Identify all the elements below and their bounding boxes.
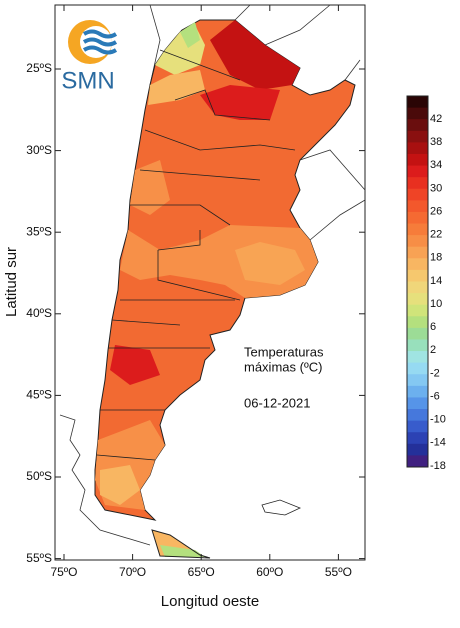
temperature-map [94, 19, 356, 559]
colorbar-label: 18 [430, 252, 442, 264]
hot-zone [110, 345, 160, 385]
y-tick-label: 35ºS [26, 224, 52, 238]
colorbar-band [407, 153, 428, 167]
annotation-line: Temperaturas [244, 344, 324, 359]
x-tick-label: 60ºO [256, 565, 283, 579]
colorbar-band [407, 258, 428, 271]
x-tick-label: 70ºO [119, 565, 146, 579]
colorbar-band [407, 339, 428, 352]
y-tick-label: 25ºS [26, 61, 52, 75]
x-tick-label: 75ºO [50, 565, 77, 579]
colorbar-band [407, 293, 428, 306]
colorbar-band [407, 316, 428, 329]
y-tick-label: 40ºS [26, 306, 52, 320]
colorbar-band [407, 200, 428, 213]
colorbar-band [407, 443, 428, 456]
colorbar-label: -6 [430, 390, 440, 402]
colorbar-band [407, 420, 428, 433]
colorbar-label: 42 [430, 113, 442, 125]
colorbar-label: 38 [430, 136, 442, 148]
hot-zone [210, 20, 300, 90]
colorbar-band [407, 281, 428, 294]
colorbar-band [407, 397, 428, 410]
logo-waves [82, 29, 118, 55]
colorbar-band [407, 188, 428, 201]
colorbar-frame [406, 95, 429, 468]
colorbar-band [407, 223, 428, 236]
x-tick-label: 65ºO [188, 565, 215, 579]
colorbar-band [407, 455, 428, 468]
tierra-del-fuego [151, 529, 211, 559]
x-axis-label: Longitud oeste [161, 593, 259, 610]
colorbar-band [407, 107, 428, 120]
warm-zone [100, 465, 140, 505]
colorbar-band [407, 385, 428, 398]
colorbar-band [407, 246, 428, 259]
province-borders [96, 49, 296, 461]
warm-zone [235, 242, 305, 285]
colorbar-label: -2 [430, 367, 440, 379]
colorbar-band [407, 304, 428, 317]
colorbar-label: 6 [430, 321, 436, 333]
colorbar-label: 10 [430, 298, 442, 310]
colorbar-band [407, 211, 428, 225]
y-tick-label: 55ºS [26, 551, 52, 565]
logo-text: SMN [61, 67, 114, 94]
colorbar-band [407, 130, 428, 143]
colorbar-label: 22 [430, 229, 442, 241]
colorbar-band [407, 119, 428, 132]
colorbar-label: -18 [430, 460, 446, 472]
colorbar-band [407, 177, 428, 190]
y-axis-label: Latitud sur [3, 247, 20, 317]
logo: SMN [61, 20, 118, 94]
y-tick-label: 30ºS [26, 143, 52, 157]
colorbar-band [407, 235, 428, 248]
colorbar-label: 2 [430, 344, 436, 356]
colorbar-label: -10 [430, 414, 446, 426]
colorbar-label: -14 [430, 437, 446, 449]
colorbar-band [407, 351, 428, 364]
colorbar-band [407, 362, 428, 375]
cool-zone [160, 545, 205, 557]
colorbar-band [407, 165, 428, 178]
colorbar-band [407, 374, 428, 387]
y-tick-label: 45ºS [26, 388, 52, 402]
warm-zone [130, 160, 170, 215]
y-tick-label: 50ºS [26, 469, 52, 483]
colorbar-band [407, 142, 428, 155]
cool-zone [180, 22, 200, 48]
colorbar-band [407, 432, 428, 445]
colorbar-band [407, 409, 428, 422]
colorbar-label: 30 [430, 182, 442, 194]
hot-zone [200, 85, 280, 120]
colorbar-label: 26 [430, 205, 442, 217]
colorbar-band [407, 327, 428, 340]
colorbar-label: 14 [430, 275, 442, 287]
annotation-date: 06-12-2021 [244, 395, 311, 410]
colorbar-label: 34 [430, 159, 442, 171]
annotation-line: máximas (ºC) [244, 359, 322, 374]
neighbour-borders [59, 4, 366, 546]
cool-zone [148, 70, 205, 105]
colorbar-band [407, 96, 428, 109]
colorbar-band [407, 269, 428, 282]
islands [261, 499, 302, 516]
x-tick-label: 55ºO [325, 565, 352, 579]
